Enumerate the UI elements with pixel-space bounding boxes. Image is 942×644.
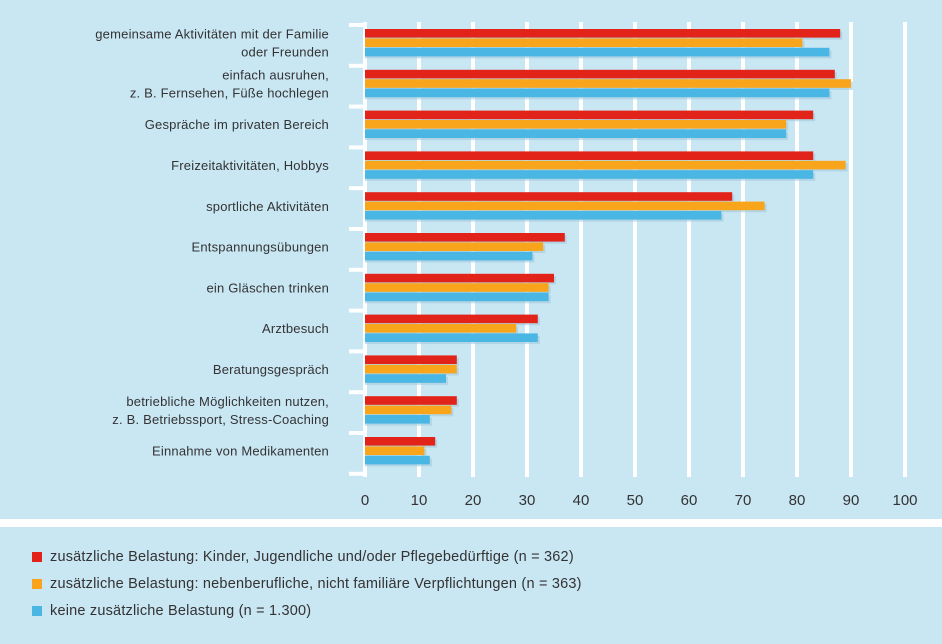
bar: [365, 29, 841, 38]
bar: [365, 251, 533, 261]
bar: [365, 38, 803, 47]
bar: [365, 405, 452, 415]
legend-label: zusätzliche Belastung: Kinder, Jugendlic…: [50, 549, 574, 565]
bar: [365, 396, 457, 405]
legend-item: keine zusätzliche Belastung (n = 1.300): [32, 601, 311, 621]
bar: [365, 120, 787, 129]
x-tick-label: 50: [627, 492, 644, 509]
legend-swatch: [32, 579, 42, 589]
x-tick-label: 0: [361, 492, 369, 509]
bar: [365, 170, 814, 179]
bar: [365, 69, 835, 79]
category-label: z. B. Fernsehen, Füße hochlegen: [130, 85, 329, 100]
bar: [365, 437, 436, 446]
category-label: Entspannungsübungen: [191, 240, 329, 255]
category-label: betriebliche Möglichkeiten nutzen,: [126, 394, 329, 409]
x-tick-label: 70: [735, 492, 752, 509]
x-tick-label: 60: [681, 492, 698, 509]
x-tick-label: 10: [411, 492, 428, 509]
legend-label: zusätzliche Belastung: nebenberufliche, …: [50, 576, 582, 592]
category-label: Einnahme von Medikamenten: [152, 444, 329, 459]
bar: [365, 314, 538, 324]
category-label: Freizeitaktivitäten, Hobbys: [171, 158, 329, 173]
bar: [365, 364, 457, 374]
bar: [365, 151, 814, 160]
bar: [365, 129, 787, 138]
legend-label: keine zusätzliche Belastung (n = 1.300): [50, 603, 312, 619]
category-label: gemeinsame Aktivitäten mit der Familie: [95, 27, 329, 42]
legend-item: zusätzliche Belastung: Kinder, Jugendlic…: [32, 547, 574, 567]
bar: [365, 324, 517, 333]
bar: [365, 455, 430, 465]
bars-layer: [365, 29, 853, 467]
bar: [365, 283, 549, 292]
category-label: Arztbesuch: [262, 321, 329, 336]
bar: [365, 292, 549, 302]
bar: [365, 160, 846, 170]
bar: [365, 446, 425, 455]
legend: zusätzliche Belastung: Kinder, Jugendlic…: [0, 527, 942, 644]
bar: [365, 415, 430, 424]
bar: [365, 211, 722, 220]
x-tick-label: 90: [843, 492, 860, 509]
bar: [365, 192, 733, 201]
category-label: ein Gläschen trinken: [206, 280, 329, 295]
bar: [365, 79, 851, 88]
legend-swatch: [32, 552, 42, 562]
chart-panel: gemeinsame Aktivitäten mit der Familie od…: [0, 0, 942, 519]
bar: [365, 201, 765, 211]
bar-chart: gemeinsame Aktivitäten mit der Familie od…: [95, 22, 918, 509]
bar: [365, 242, 544, 251]
category-label: Beratungsgespräch: [213, 362, 329, 377]
category-label: oder Freunden: [241, 45, 329, 60]
category-label: sportliche Aktivitäten: [206, 199, 329, 214]
bar: [365, 47, 830, 57]
bar: [365, 233, 565, 242]
category-label: z. B. Betriebssport, Stress-Coaching: [112, 412, 329, 427]
x-tick-label: 30: [519, 492, 536, 509]
bar: [365, 333, 538, 342]
bar: [365, 374, 446, 383]
bar: [365, 355, 457, 364]
legend-swatch: [32, 606, 42, 616]
x-tick-label: 40: [573, 492, 590, 509]
bar: [365, 273, 554, 283]
category-label: einfach ausruhen,: [222, 67, 329, 82]
x-tick-label: 20: [465, 492, 482, 509]
category-label: Gespräche im privaten Bereich: [145, 117, 329, 132]
x-tick-label: 80: [789, 492, 806, 509]
bar: [365, 88, 830, 98]
category-labels: gemeinsame Aktivitäten mit der Familie od…: [95, 27, 329, 459]
x-tick-label: 100: [892, 492, 917, 509]
x-axis-ticks: 0 10 20 30 40 50 60 70 80 90 100: [361, 492, 918, 509]
bar: [365, 110, 814, 120]
legend-item: zusätzliche Belastung: nebenberufliche, …: [32, 574, 582, 594]
